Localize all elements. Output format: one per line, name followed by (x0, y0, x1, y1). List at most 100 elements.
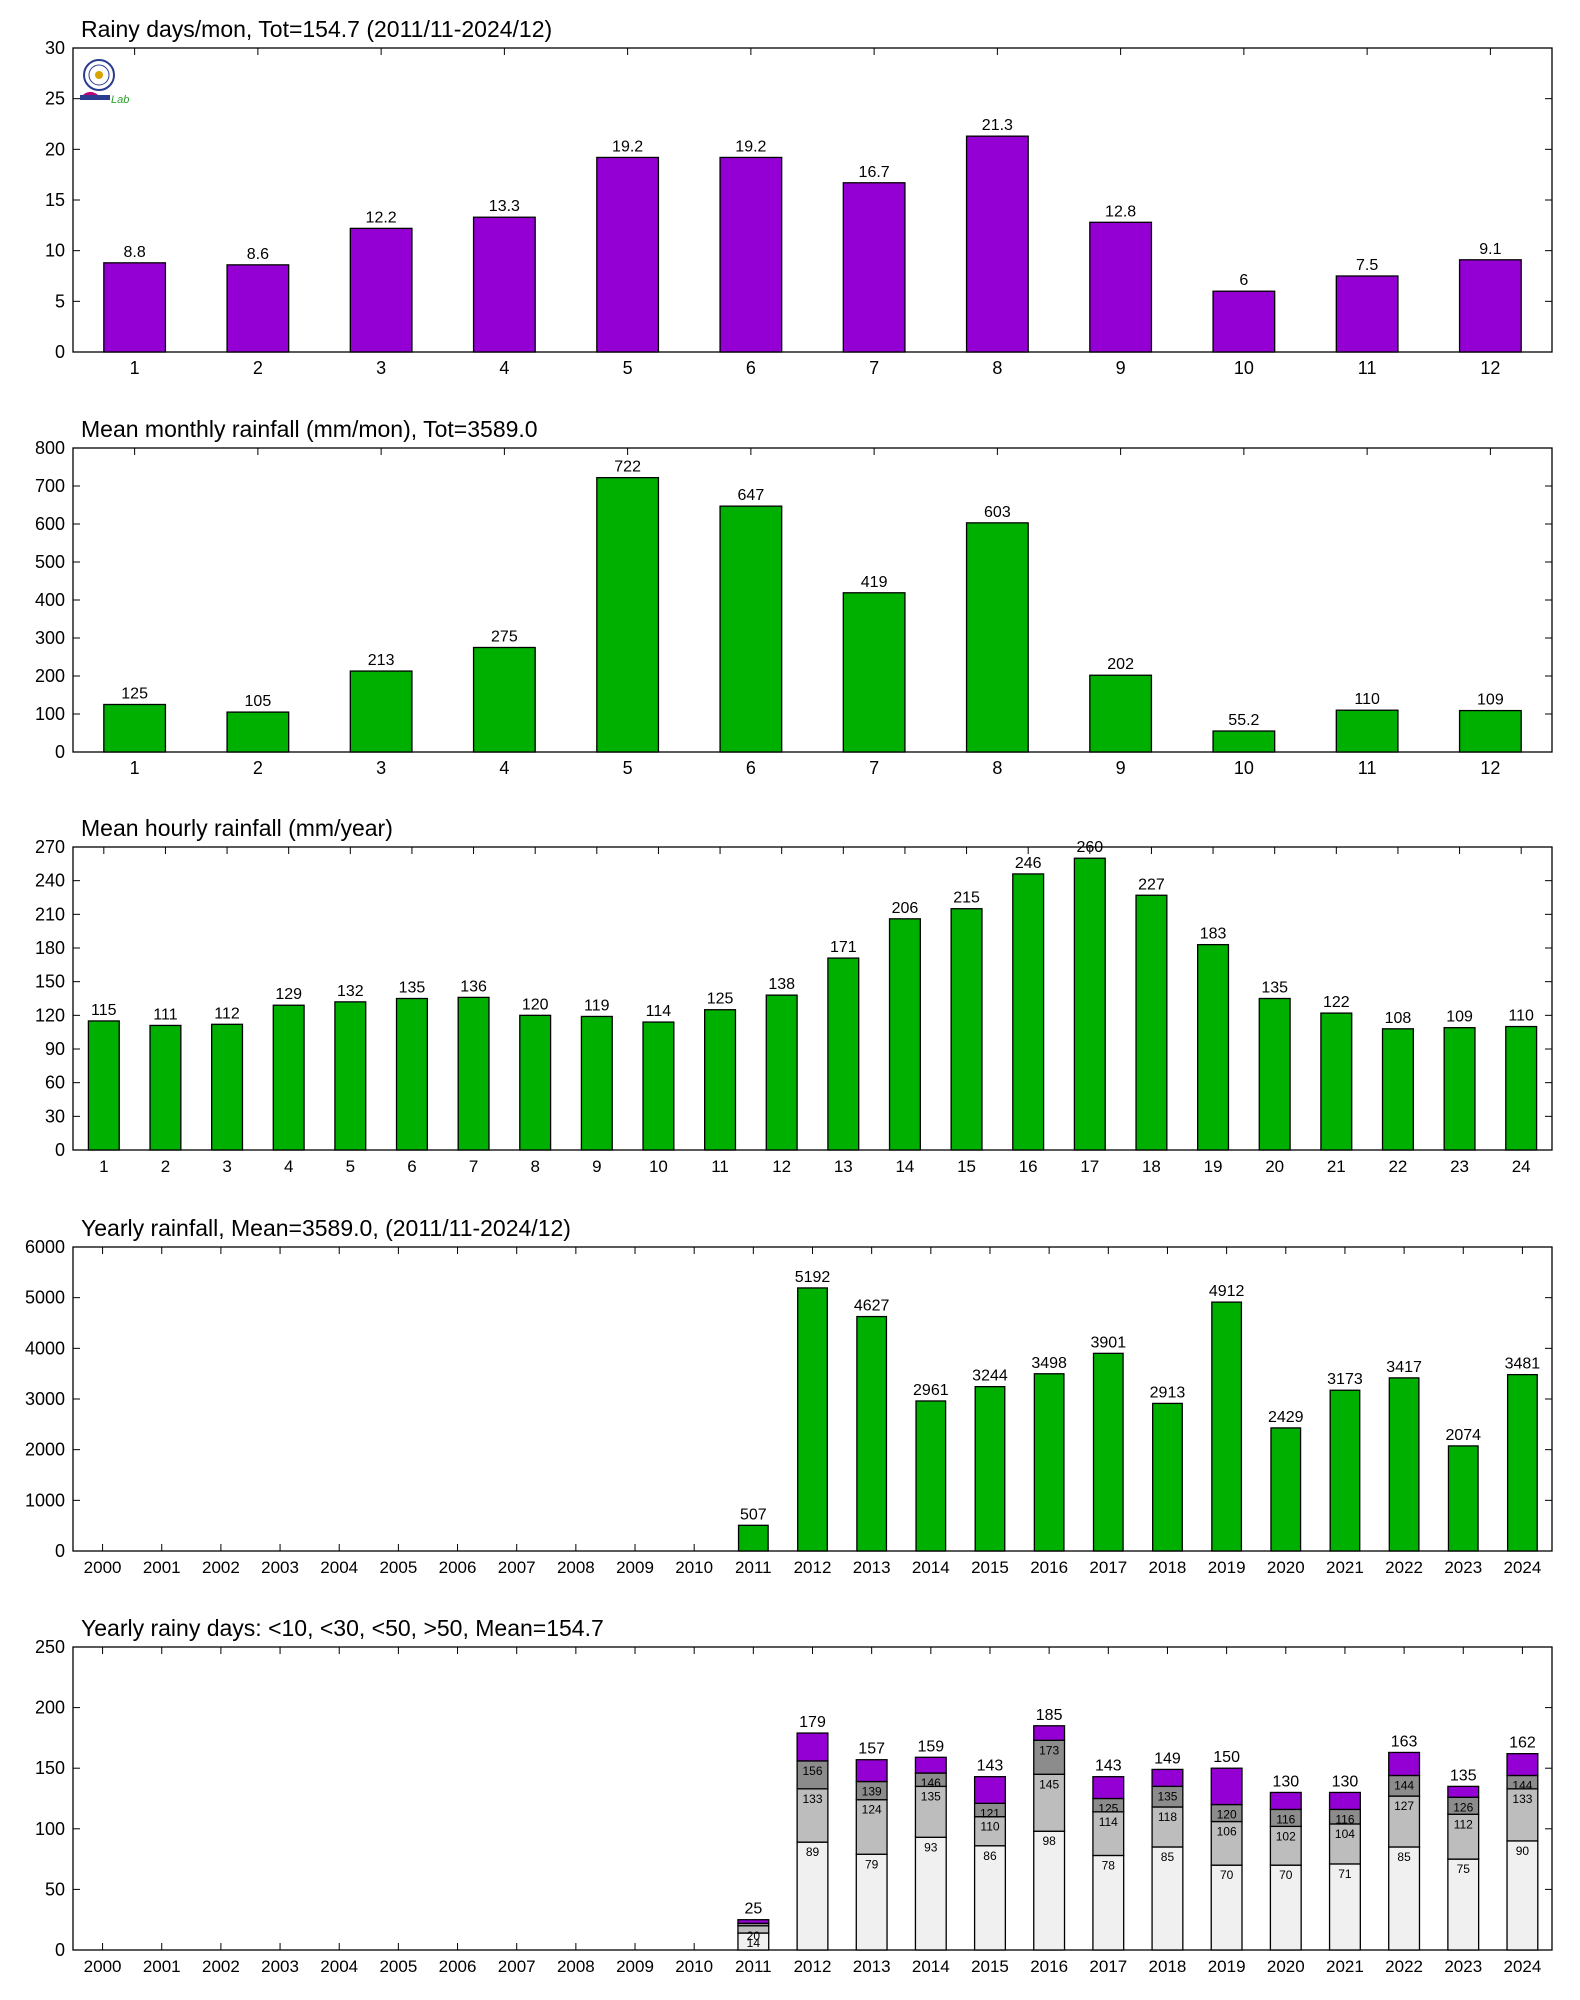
x-tick-label: 2020 (1267, 1558, 1305, 1577)
x-tick-label: 2015 (971, 1957, 1009, 1976)
data-label: 132 (337, 983, 364, 1000)
bar (596, 476, 660, 753)
total-label: 130 (1272, 1773, 1299, 1790)
x-tick-label: 2019 (1208, 1558, 1246, 1577)
bar (842, 182, 906, 353)
stacked-bar-segment (1151, 1846, 1184, 1951)
x-tick-label: 12 (1480, 758, 1500, 778)
data-label: 135 (1261, 980, 1288, 997)
data-label: 110 (1354, 691, 1380, 708)
data-label: 3417 (1386, 1359, 1422, 1376)
x-tick-label: 2019 (1208, 1957, 1246, 1976)
segment-label: 70 (1279, 1868, 1293, 1882)
segment-label: 156 (802, 1764, 822, 1778)
bar (1092, 1352, 1124, 1552)
chart-title: Rainy days/mon, Tot=154.7 (2011/11-2024/… (81, 16, 552, 42)
y-tick-label: 4000 (25, 1338, 65, 1358)
data-label: 12.8 (1105, 203, 1136, 220)
data-label: 2913 (1150, 1384, 1186, 1401)
chart-5: 0 50 100 150 200 250 2000 2001 2002 2003 2004 2005 2… (35, 1615, 1553, 1976)
total-label: 135 (1450, 1767, 1477, 1784)
chart-4: 0 1000 2000 3000 4000 5000 6000 2000 2001 2002 200… (25, 1215, 1553, 1577)
data-label: 6 (1239, 272, 1248, 289)
stacked-bar-segment (1269, 1791, 1302, 1811)
y-tick-label: 60 (45, 1073, 65, 1093)
segment-label: 125 (1098, 1802, 1118, 1816)
segment-label: 144 (1512, 1778, 1532, 1792)
stacked-bar-segment (1506, 1788, 1539, 1842)
bar (1089, 674, 1153, 753)
stacked-bar-segment (1447, 1785, 1480, 1798)
y-tick-label: 0 (55, 1140, 65, 1160)
bar (827, 957, 860, 1151)
bar (1197, 943, 1230, 1151)
segment-label: 135 (921, 1789, 941, 1803)
y-tick-label: 180 (35, 938, 65, 958)
y-tick-label: 20 (45, 139, 65, 159)
bar (642, 1021, 675, 1151)
total-label: 179 (799, 1714, 826, 1731)
x-tick-label: 3 (376, 358, 386, 378)
bar (974, 1385, 1006, 1552)
bar (1033, 1373, 1065, 1552)
bar (1152, 1402, 1183, 1552)
x-tick-label: 21 (1327, 1157, 1346, 1176)
x-tick-label: 2012 (794, 1957, 832, 1976)
data-label: 260 (1076, 839, 1103, 856)
y-tick-label: 10 (45, 241, 65, 261)
total-label: 159 (917, 1738, 944, 1755)
x-tick-label: 2004 (320, 1957, 358, 1976)
x-tick-label: 10 (649, 1157, 668, 1176)
plot-frame (72, 846, 1553, 1151)
segment-label: 135 (1157, 1789, 1177, 1803)
x-tick-label: 2014 (912, 1558, 950, 1577)
data-label: 105 (245, 693, 272, 710)
bar (1335, 709, 1399, 753)
x-tick-label: 2006 (439, 1957, 477, 1976)
bar (1270, 1427, 1302, 1552)
segment-label: 116 (1276, 1812, 1295, 1826)
segment-label: 133 (1512, 1792, 1532, 1806)
bar (1320, 1012, 1353, 1151)
x-tick-label: 2006 (439, 1558, 477, 1577)
x-tick-label: 9 (1116, 758, 1126, 778)
segment-label: 124 (862, 1803, 882, 1817)
data-label: 16.7 (859, 164, 890, 181)
stacked-bar-segment (914, 1756, 947, 1774)
lab-seal-icon: Lab (80, 59, 129, 106)
total-label: 185 (1036, 1707, 1063, 1724)
bar (1458, 709, 1522, 753)
total-label: 143 (977, 1758, 1004, 1775)
x-tick-label: 2017 (1089, 1558, 1127, 1577)
x-tick-label: 4 (499, 358, 509, 378)
x-tick-label: 2015 (971, 1558, 1009, 1577)
x-tick-label: 5 (623, 758, 633, 778)
stacked-bar-segment (1210, 1864, 1243, 1951)
stacked-bar-segment (796, 1760, 829, 1790)
data-label: 722 (614, 459, 641, 476)
y-tick-label: 2000 (25, 1440, 65, 1460)
x-tick-label: 2010 (675, 1957, 713, 1976)
stacked-bar-segment (855, 1853, 888, 1951)
x-tick-label: 2009 (616, 1957, 654, 1976)
stacked-bar-segment (1328, 1791, 1361, 1811)
data-label: 21.3 (982, 117, 1013, 134)
x-tick-label: 1 (130, 358, 140, 378)
bar (596, 156, 660, 353)
segment-label: 85 (1161, 1850, 1175, 1864)
data-label: 8.6 (247, 246, 269, 263)
stacked-bar-segment (1506, 1753, 1539, 1777)
bar (1211, 1301, 1243, 1552)
bar (1135, 894, 1168, 1151)
y-tick-label: 150 (35, 972, 65, 992)
bar (349, 670, 413, 753)
stacked-bar-segment (1328, 1823, 1361, 1865)
x-tick-label: 17 (1080, 1157, 1099, 1176)
bar (1506, 1373, 1538, 1552)
segment-label: 173 (1039, 1743, 1059, 1757)
data-label: 120 (522, 996, 549, 1013)
data-label: 213 (368, 652, 395, 669)
stacked-bar-segment (796, 1788, 829, 1843)
x-tick-label: 7 (869, 358, 879, 378)
